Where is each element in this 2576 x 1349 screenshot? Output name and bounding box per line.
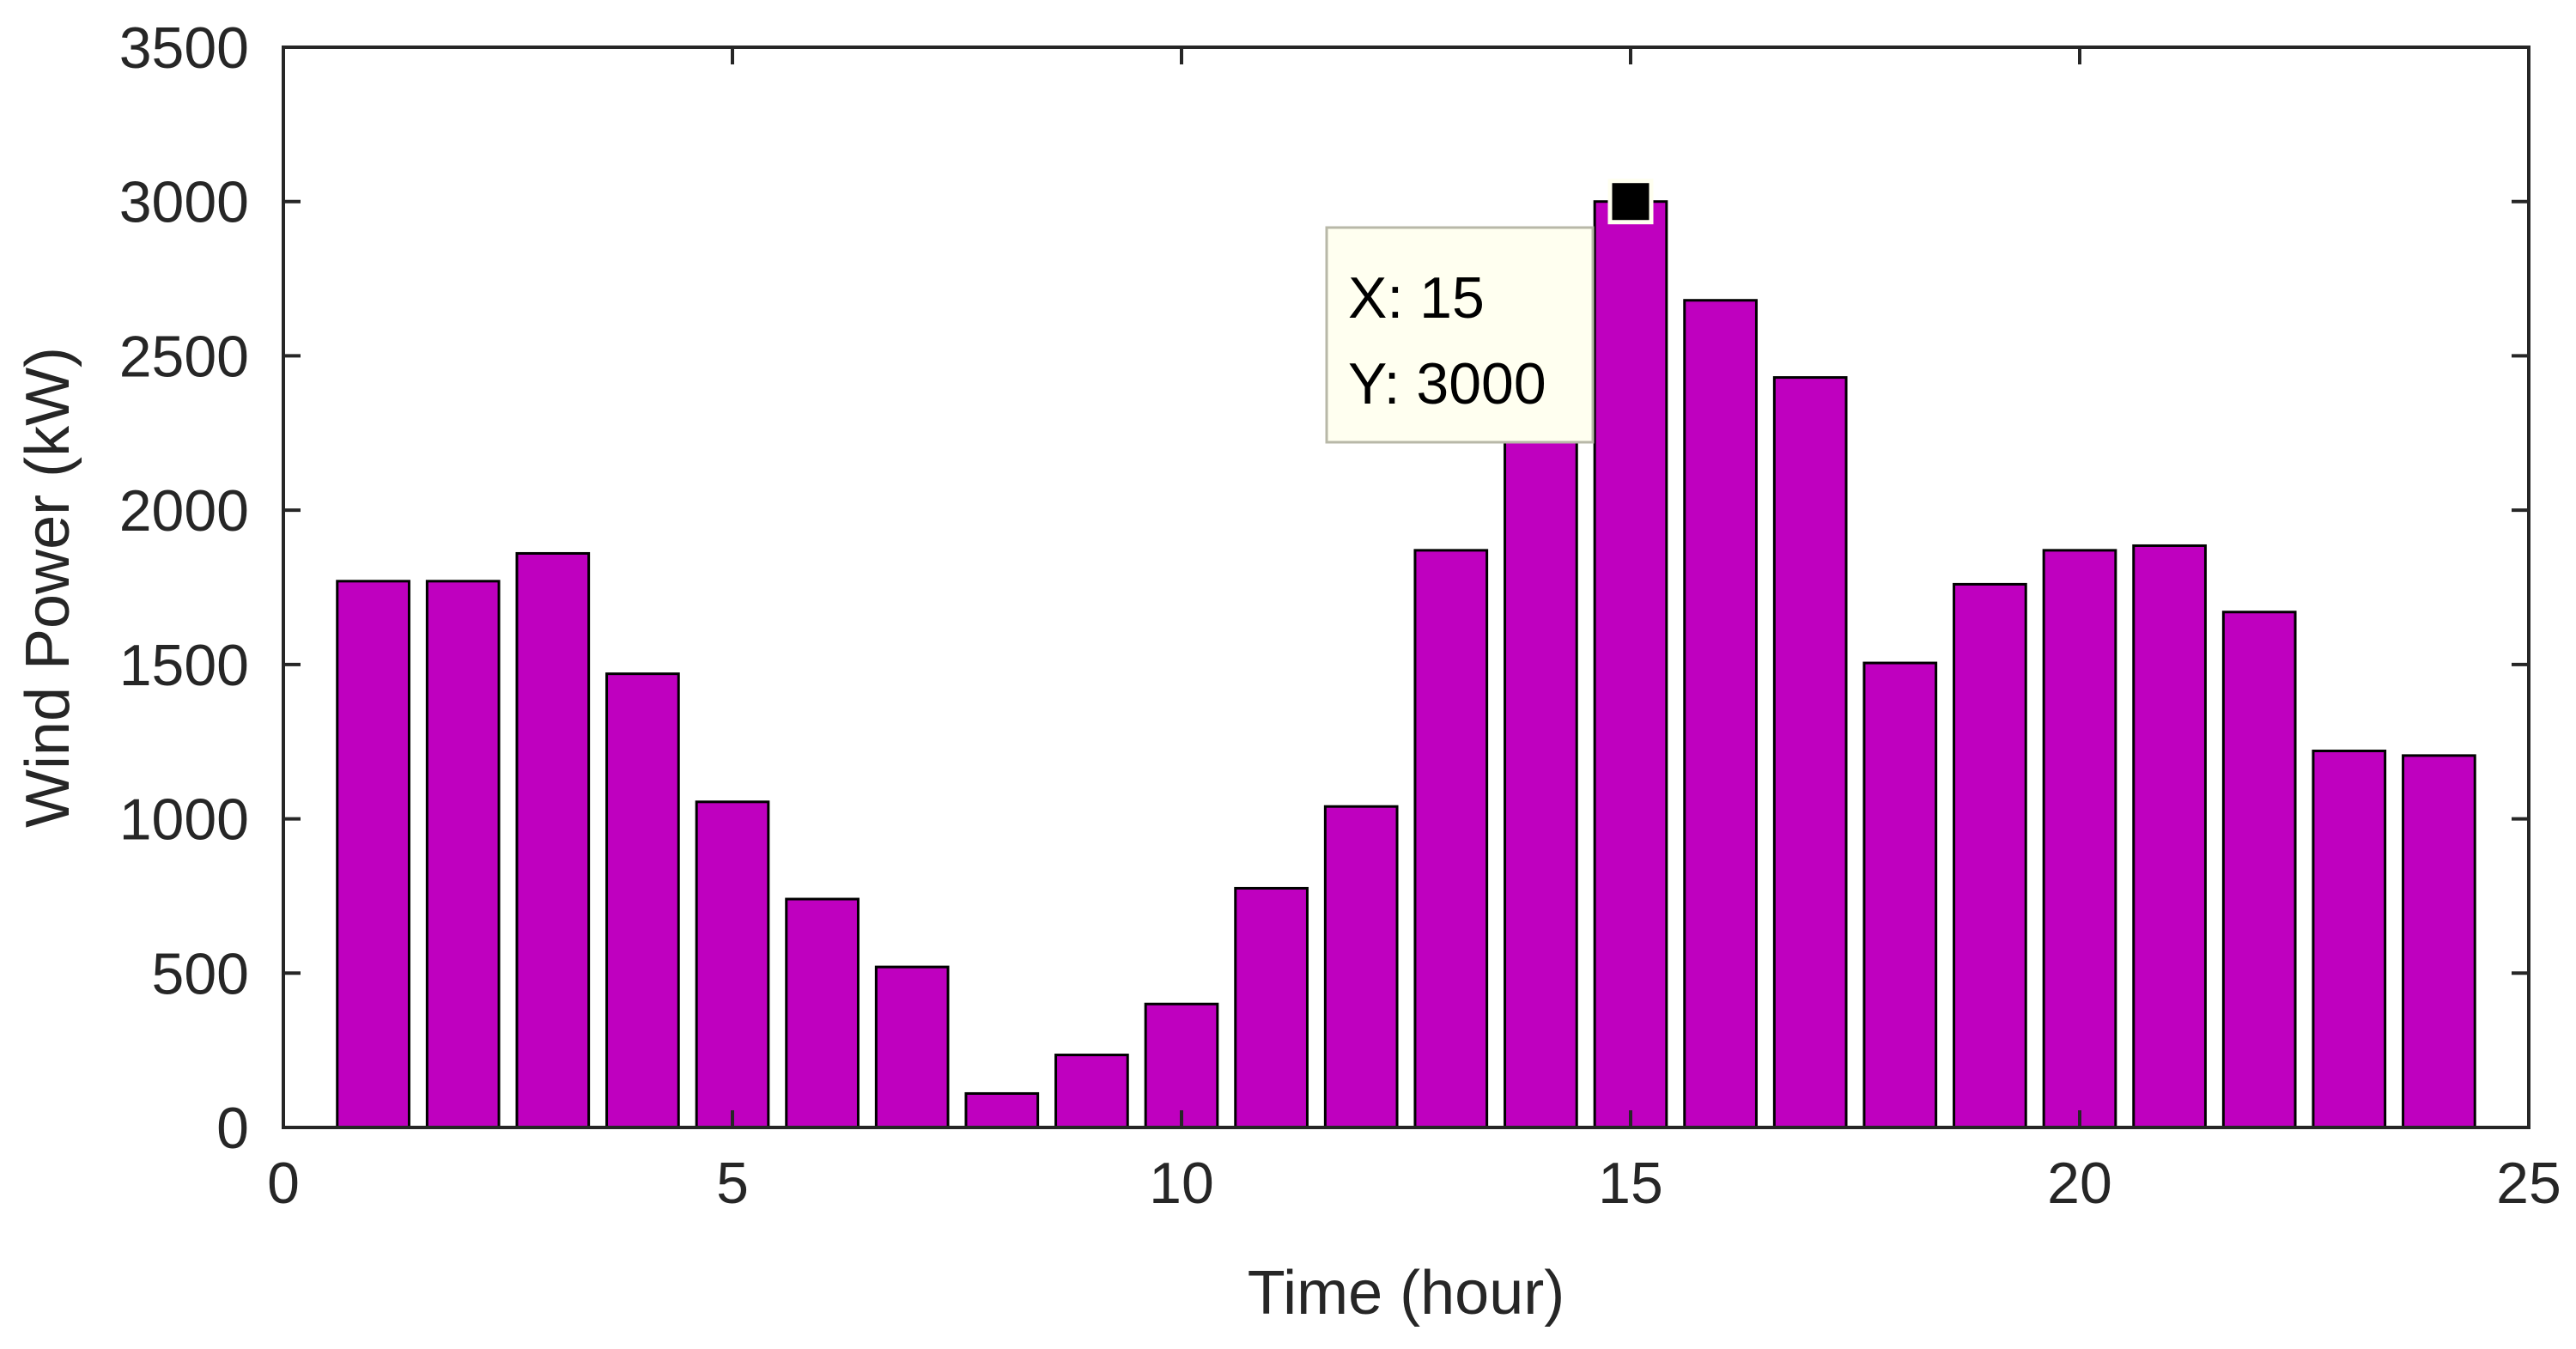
bar: [1054, 1054, 1129, 1129]
y-axis-label: Wind Power (kW): [14, 347, 82, 828]
axis-tick-labels: 0 5 10 15 20 25 0 500 1000 1500 2000 2500 3000 3500: [119, 15, 2561, 1216]
bar: [2402, 754, 2476, 1129]
bar: [1593, 200, 1668, 1129]
y-tick-label: 3000: [119, 170, 249, 235]
x-tick-label: 10: [1149, 1151, 1214, 1216]
datatip-x-text: X: 15: [1348, 265, 1485, 331]
bar: [1323, 805, 1399, 1129]
bar: [1144, 1002, 1219, 1129]
bar: [785, 897, 860, 1129]
x-tick-label: 15: [1598, 1151, 1663, 1216]
bar: [1413, 549, 1489, 1129]
plot-frame: [282, 46, 2530, 1129]
y-tick-label: 2000: [119, 478, 249, 544]
x-tick-label: 20: [2047, 1151, 2112, 1216]
bar: [1683, 299, 1758, 1129]
bar: [964, 1091, 1040, 1129]
bar: [605, 672, 680, 1129]
bar: [1234, 886, 1309, 1129]
bar: [1772, 376, 1848, 1129]
bar: [2221, 611, 2297, 1129]
y-tick-label: 1500: [119, 633, 249, 698]
bar: [2042, 549, 2117, 1129]
bar: [874, 965, 950, 1129]
bar: [2132, 544, 2207, 1129]
y-tick-label: 3500: [119, 15, 249, 81]
x-tick-label: 0: [267, 1151, 300, 1216]
bar: [1862, 661, 1938, 1129]
bar: [336, 580, 410, 1129]
datatip-y-text: Y: 3000: [1348, 351, 1546, 416]
bar: [2312, 749, 2387, 1129]
datatip-marker[interactable]: [1607, 179, 1654, 225]
bar-series: [336, 200, 2476, 1129]
y-tick-label: 500: [152, 941, 249, 1006]
x-tick-label: 25: [2496, 1151, 2561, 1216]
x-tick-label: 5: [716, 1151, 749, 1216]
datatip[interactable]: X: 15 Y: 3000: [1325, 179, 1654, 444]
bar: [695, 800, 770, 1129]
y-tick-label: 0: [216, 1096, 249, 1161]
bar: [425, 580, 501, 1129]
datatip-box: [1325, 226, 1595, 444]
y-tick-label: 1000: [119, 787, 249, 853]
x-axis-label: Time (hour): [1248, 1259, 1564, 1328]
y-tick-label: 2500: [119, 324, 249, 389]
bar: [515, 551, 591, 1129]
bar: [1504, 416, 1578, 1129]
bar: [1953, 582, 2027, 1129]
axis-ticks: [282, 46, 2530, 1129]
